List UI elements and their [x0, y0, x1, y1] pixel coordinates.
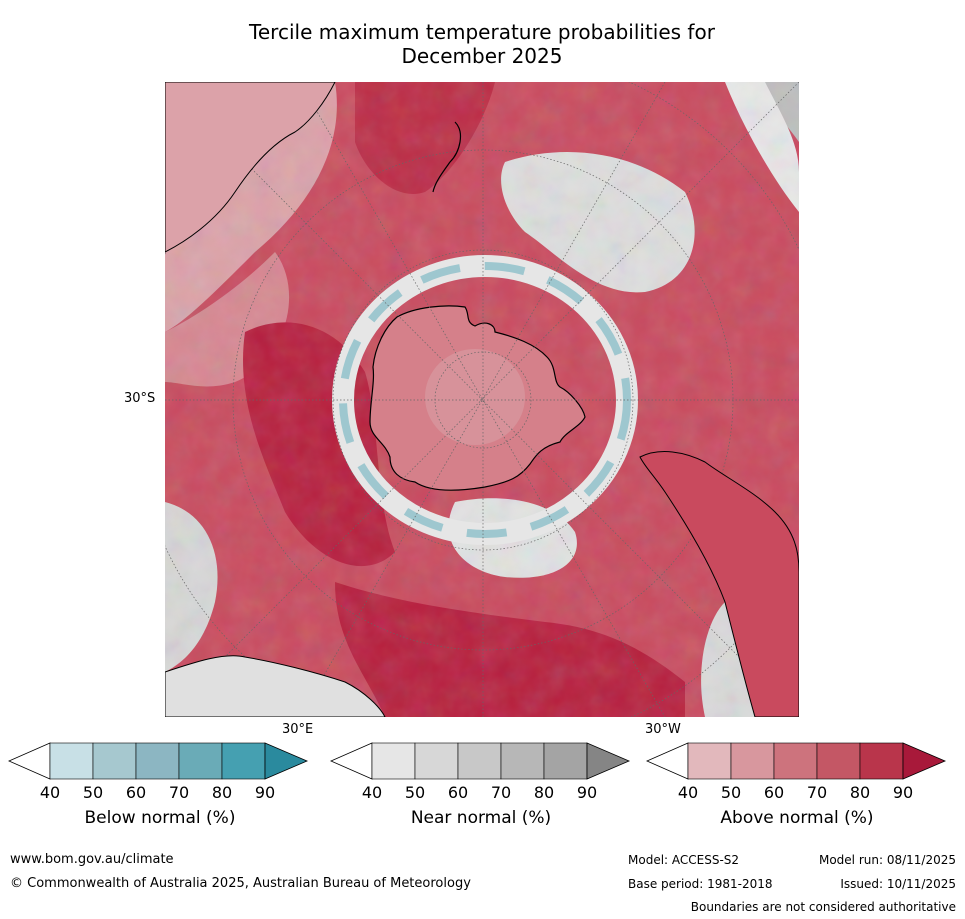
legend-tick-label: 40 [361, 783, 383, 802]
legend-swatch [221, 742, 266, 780]
legend-tick-label: 80 [849, 783, 871, 802]
legend-swatch [773, 742, 818, 780]
legend-caption-below-normal: Below normal (%) [84, 808, 236, 828]
footer-issued: Issued: 10/11/2025 [840, 877, 956, 891]
legend-tick-label: 90 [576, 783, 598, 802]
legend-bar-above-normal [646, 742, 947, 780]
legend-swatch-max [586, 742, 631, 780]
legend-swatch [730, 742, 775, 780]
chart-title: Tercile maximum temperature probabilitie… [165, 20, 799, 68]
footer-copyright: © Commonwealth of Australia 2025, Austra… [10, 876, 471, 891]
legend-tick-label: 80 [211, 783, 233, 802]
legend-swatch [500, 742, 545, 780]
legend-tick-label: 50 [404, 783, 426, 802]
legend-swatch [816, 742, 861, 780]
title-line-1: Tercile maximum temperature probabilitie… [249, 20, 715, 44]
legend-swatch [687, 742, 732, 780]
legend-tick-label: 70 [168, 783, 190, 802]
lat-label-30s: 30°S [124, 391, 156, 406]
legend-tick-label: 40 [39, 783, 61, 802]
legend-tick-label: 70 [490, 783, 512, 802]
legend-swatch [49, 742, 94, 780]
footer-base-period: Base period: 1981-2018 [628, 877, 773, 891]
legend-swatch-min [330, 742, 373, 780]
legend-swatch [859, 742, 904, 780]
probability-map [165, 82, 799, 717]
graticule [165, 82, 799, 717]
legend-swatch [371, 742, 416, 780]
legend-tick-label: 60 [763, 783, 785, 802]
new-zealand-outline [432, 121, 462, 193]
footer-disclaimer: Boundaries are not considered authoritat… [690, 900, 956, 914]
legend-tick-label: 70 [806, 783, 828, 802]
antarctica-interior [425, 349, 525, 445]
lon-label-30w: 30°W [645, 722, 681, 737]
legend-tick-label: 90 [254, 783, 276, 802]
footer-website[interactable]: www.bom.gov.au/climate [10, 852, 174, 867]
legend-swatch-max [264, 742, 309, 780]
africa-outline [165, 655, 386, 717]
legend-swatch-max [902, 742, 947, 780]
legend-swatch [414, 742, 459, 780]
legend-tick-label: 50 [82, 783, 104, 802]
footer-model-run: Model run: 08/11/2025 [818, 853, 956, 867]
lon-label-30e: 30°E [282, 722, 314, 737]
title-line-2: December 2025 [401, 44, 563, 68]
legend-tick-label: 90 [892, 783, 914, 802]
legend-swatch [543, 742, 588, 780]
legend-caption-above-normal: Above normal (%) [720, 808, 874, 828]
legend-swatch [135, 742, 180, 780]
legend-bar-below-normal [8, 742, 309, 780]
south-america-outline [639, 451, 799, 717]
legend-tick-label: 40 [677, 783, 699, 802]
australia-outline [165, 82, 336, 253]
footer-model: Model: ACCESS-S2 [628, 853, 740, 867]
legend-swatch-min [646, 742, 689, 780]
legend-swatch-min [8, 742, 51, 780]
legend-tick-label: 50 [720, 783, 742, 802]
legend-caption-near-normal: Near normal (%) [410, 808, 552, 828]
legend-bar-near-normal [330, 742, 631, 780]
legend-tick-label: 80 [533, 783, 555, 802]
legend-tick-label: 60 [447, 783, 469, 802]
legend-swatch [178, 742, 223, 780]
legend-swatch [457, 742, 502, 780]
legend-swatch [92, 742, 137, 780]
legend-tick-label: 60 [125, 783, 147, 802]
